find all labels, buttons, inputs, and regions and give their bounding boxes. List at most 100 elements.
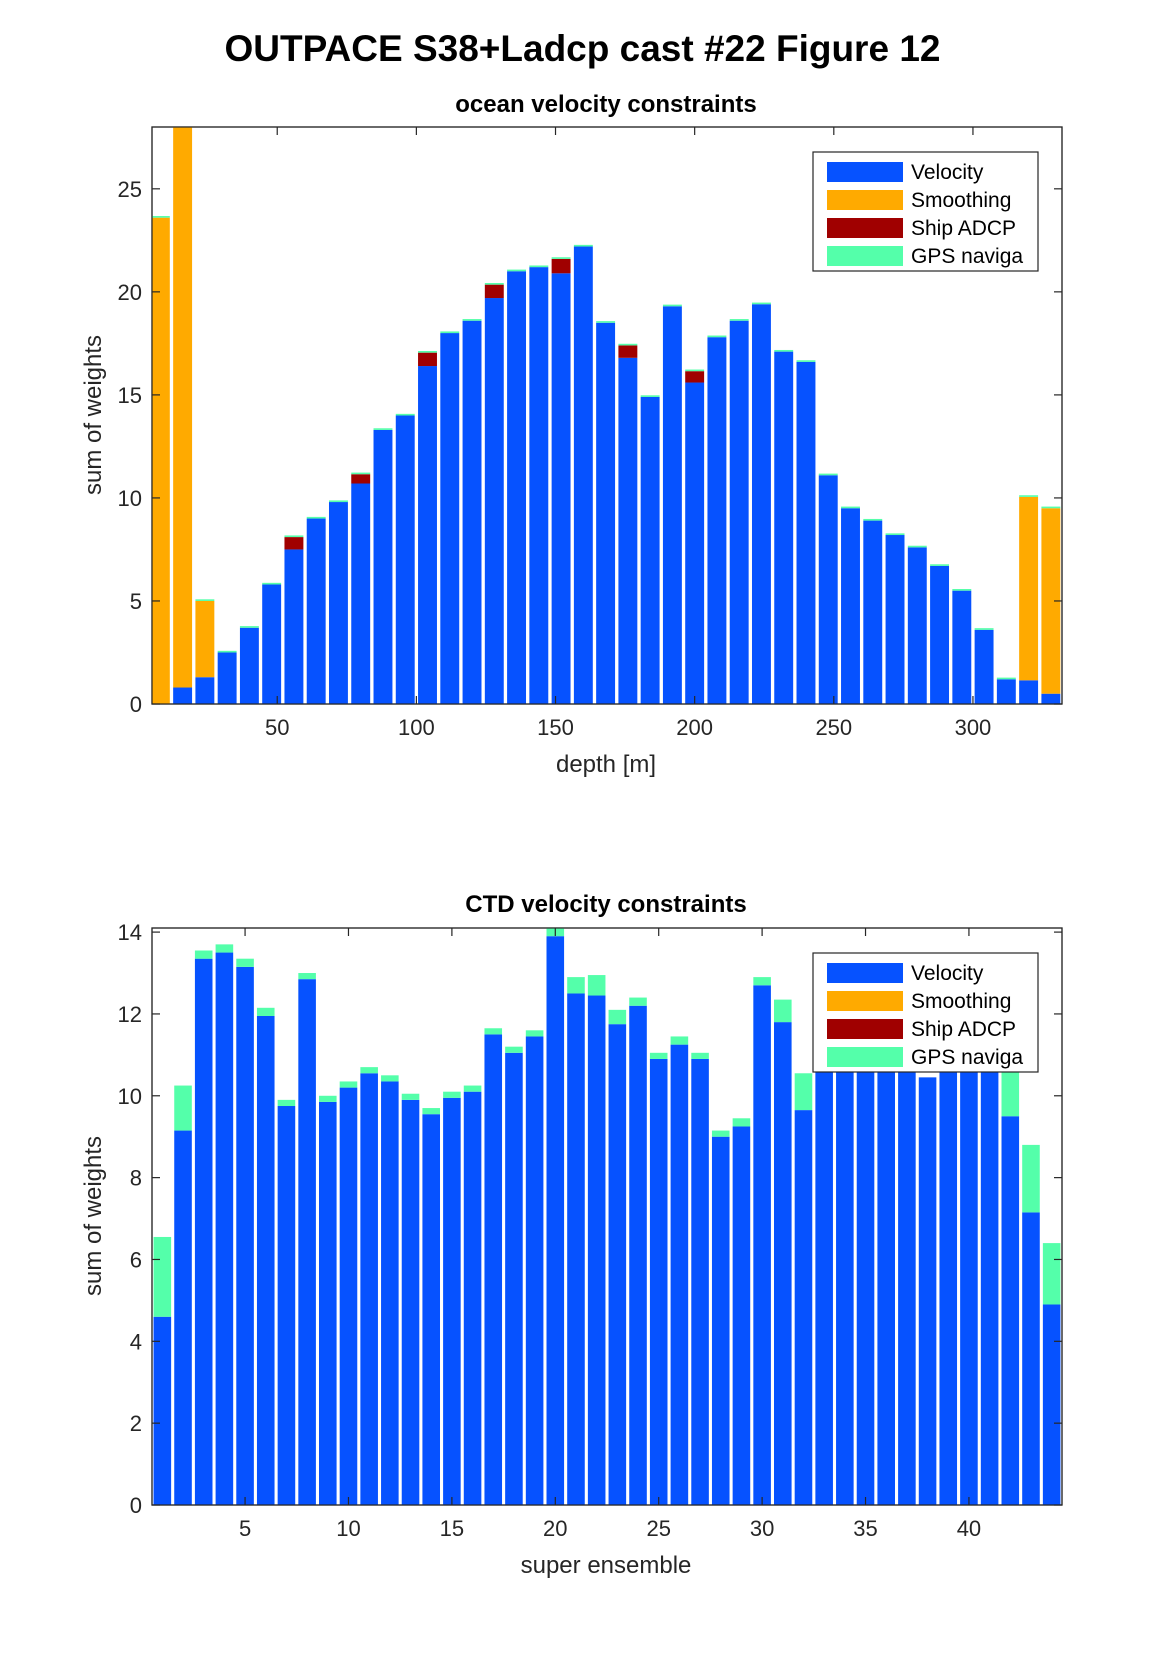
x-tick-label: 50	[265, 715, 289, 740]
bar-segment-ship_adcp	[418, 352, 437, 367]
legend-label-gps: GPS naviga	[911, 245, 1023, 268]
bar-segment-gps	[818, 473, 838, 476]
x-tick-label: 5	[239, 1516, 251, 1541]
bar-segment-gps	[236, 958, 254, 967]
legend-label-smoothing: Smoothing	[911, 189, 1011, 212]
bar-segment-gps	[462, 319, 482, 321]
bar-segment-gps	[1019, 495, 1039, 497]
bar-segment-gps	[952, 589, 972, 591]
ctd-x-axis-label: super ensemble	[521, 1552, 692, 1579]
x-tick-label: 15	[440, 1516, 464, 1541]
bar-segment-gps	[284, 535, 304, 538]
bar-segment-gps	[418, 350, 437, 353]
bar-segment-gps	[194, 950, 213, 959]
bar-segment-gps	[463, 1085, 482, 1092]
bar-segment-gps	[649, 1052, 668, 1059]
legend-swatch-velocity	[827, 162, 903, 182]
ocean-y-axis-label: sum of weights	[80, 335, 107, 495]
bar-segment-velocity	[484, 1034, 503, 1505]
bar-segment-ship_adcp	[551, 258, 571, 274]
bar-segment-ship_adcp	[351, 474, 371, 484]
bar-segment-gps	[596, 321, 616, 323]
bar-segment-gps	[930, 564, 950, 566]
bar-segment-velocity	[573, 246, 593, 704]
y-tick-label: 5	[130, 589, 142, 614]
bar-segment-velocity	[939, 1067, 958, 1505]
y-tick-label: 0	[130, 692, 142, 717]
bar-segment-velocity	[239, 627, 259, 704]
bar-segment-smoothing	[195, 600, 215, 678]
legend-label-ship_adcp: Ship ADCP	[911, 1018, 1016, 1041]
bar-segment-velocity	[885, 535, 905, 704]
y-tick-label: 10	[118, 1084, 142, 1109]
bar-segment-gps	[153, 1236, 172, 1317]
bar-segment-velocity	[751, 304, 771, 704]
bar-segment-gps	[339, 1081, 358, 1088]
bar-segment-gps	[732, 1118, 751, 1127]
x-tick-label: 20	[543, 1516, 567, 1541]
bar-segment-velocity	[463, 1091, 482, 1505]
bar-segment-velocity	[794, 1110, 813, 1505]
bar-segment-ship_adcp	[685, 371, 705, 383]
y-tick-label: 2	[130, 1411, 142, 1436]
bar-segment-velocity	[980, 1067, 999, 1505]
bar-segment-velocity	[691, 1058, 709, 1505]
bar-segment-velocity	[918, 1077, 937, 1505]
y-tick-label: 6	[130, 1247, 142, 1272]
bar-segment-velocity	[608, 1024, 627, 1505]
bar-segment-velocity	[194, 958, 213, 1505]
legend-swatch-smoothing	[827, 991, 903, 1011]
legend-label-velocity: Velocity	[911, 161, 984, 184]
bar-segment-velocity	[729, 320, 749, 704]
bar-segment-velocity	[662, 306, 682, 704]
ctd-panel-title: CTD velocity constraints	[465, 891, 746, 918]
bar-segment-gps	[707, 335, 727, 338]
bar-segment-gps	[507, 269, 527, 272]
bar-segment-gps	[239, 626, 259, 628]
bar-segment-velocity	[818, 475, 838, 704]
bar-segment-gps	[907, 545, 927, 548]
bar-segment-velocity	[373, 429, 393, 704]
bar-segment-gps	[662, 304, 682, 307]
bar-segment-gps	[753, 977, 771, 986]
bar-segment-velocity	[529, 267, 549, 704]
bar-segment-smoothing	[173, 127, 193, 688]
bar-segment-gps	[618, 343, 638, 346]
bar-segment-velocity	[877, 1067, 895, 1505]
bar-segment-velocity	[1019, 680, 1039, 704]
bar-segment-gps	[841, 506, 860, 509]
bar-segment-gps	[1001, 1071, 1020, 1117]
bar-segment-gps	[256, 1007, 275, 1016]
bar-segment-smoothing	[152, 217, 170, 704]
bar-segment-velocity	[670, 1044, 689, 1505]
bar-segment-velocity	[422, 1114, 440, 1505]
bar-segment-velocity	[930, 565, 950, 704]
bar-segment-gps	[685, 369, 705, 372]
bar-segment-gps	[351, 472, 371, 475]
legend-label-velocity: Velocity	[911, 962, 984, 985]
bar-segment-velocity	[711, 1136, 730, 1505]
bar-segment-velocity	[195, 677, 215, 704]
ocean-panel-title: ocean velocity constraints	[455, 91, 756, 118]
legend-swatch-gps	[827, 246, 903, 266]
bar-segment-velocity	[401, 1099, 420, 1505]
bar-segment-gps	[751, 302, 771, 305]
bar-segment-velocity	[256, 1015, 275, 1505]
bar-segment-velocity	[339, 1087, 358, 1505]
bar-segment-velocity	[277, 1106, 296, 1505]
bar-segment-velocity	[1042, 1304, 1061, 1505]
ocean-legend[interactable]: Velocity Smoothing Ship ADCP GPS naviga	[812, 151, 1039, 272]
bar-segment-gps	[505, 1046, 523, 1053]
plot-frame-overlay	[151, 927, 1063, 1506]
x-tick-label: 300	[955, 715, 992, 740]
figure-title: OUTPACE S38+Ladcp cast #22 Figure 12	[224, 28, 941, 69]
bar-segment-velocity	[753, 985, 771, 1505]
bar-segment-velocity	[996, 679, 1016, 704]
legend-label-gps: GPS naviga	[911, 1046, 1023, 1069]
bar-segment-velocity	[796, 361, 816, 704]
bar-segment-gps	[215, 944, 234, 953]
ctd-legend[interactable]: Velocity Smoothing Ship ADCP GPS naviga	[812, 952, 1039, 1073]
bar-segment-gps	[974, 628, 994, 630]
bar-segment-velocity	[319, 1101, 337, 1505]
